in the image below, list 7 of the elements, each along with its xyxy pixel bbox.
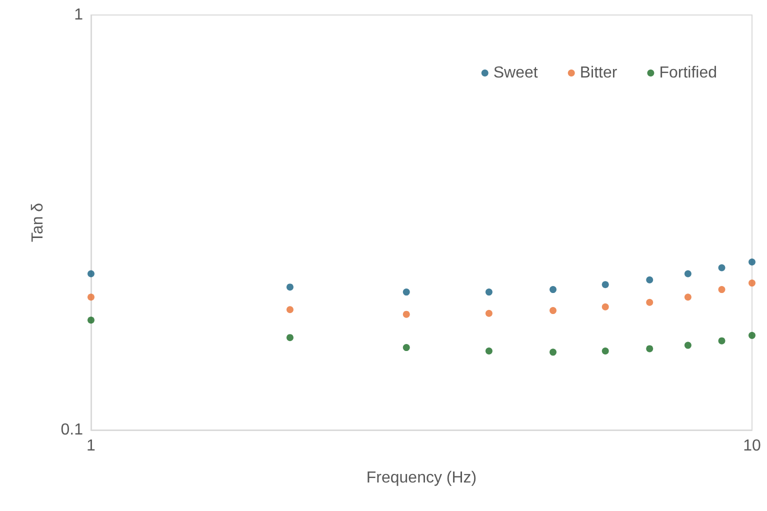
y-tick-label: 0.1: [60, 422, 84, 438]
x-tick-label: 10: [743, 438, 761, 454]
y-axis-title: Tan δ: [30, 202, 46, 242]
legend-label: Sweet: [493, 64, 538, 82]
x-axis-title: Frequency (Hz): [366, 470, 477, 486]
legend-label: Fortified: [659, 64, 717, 82]
legend-label: Bitter: [580, 64, 618, 82]
